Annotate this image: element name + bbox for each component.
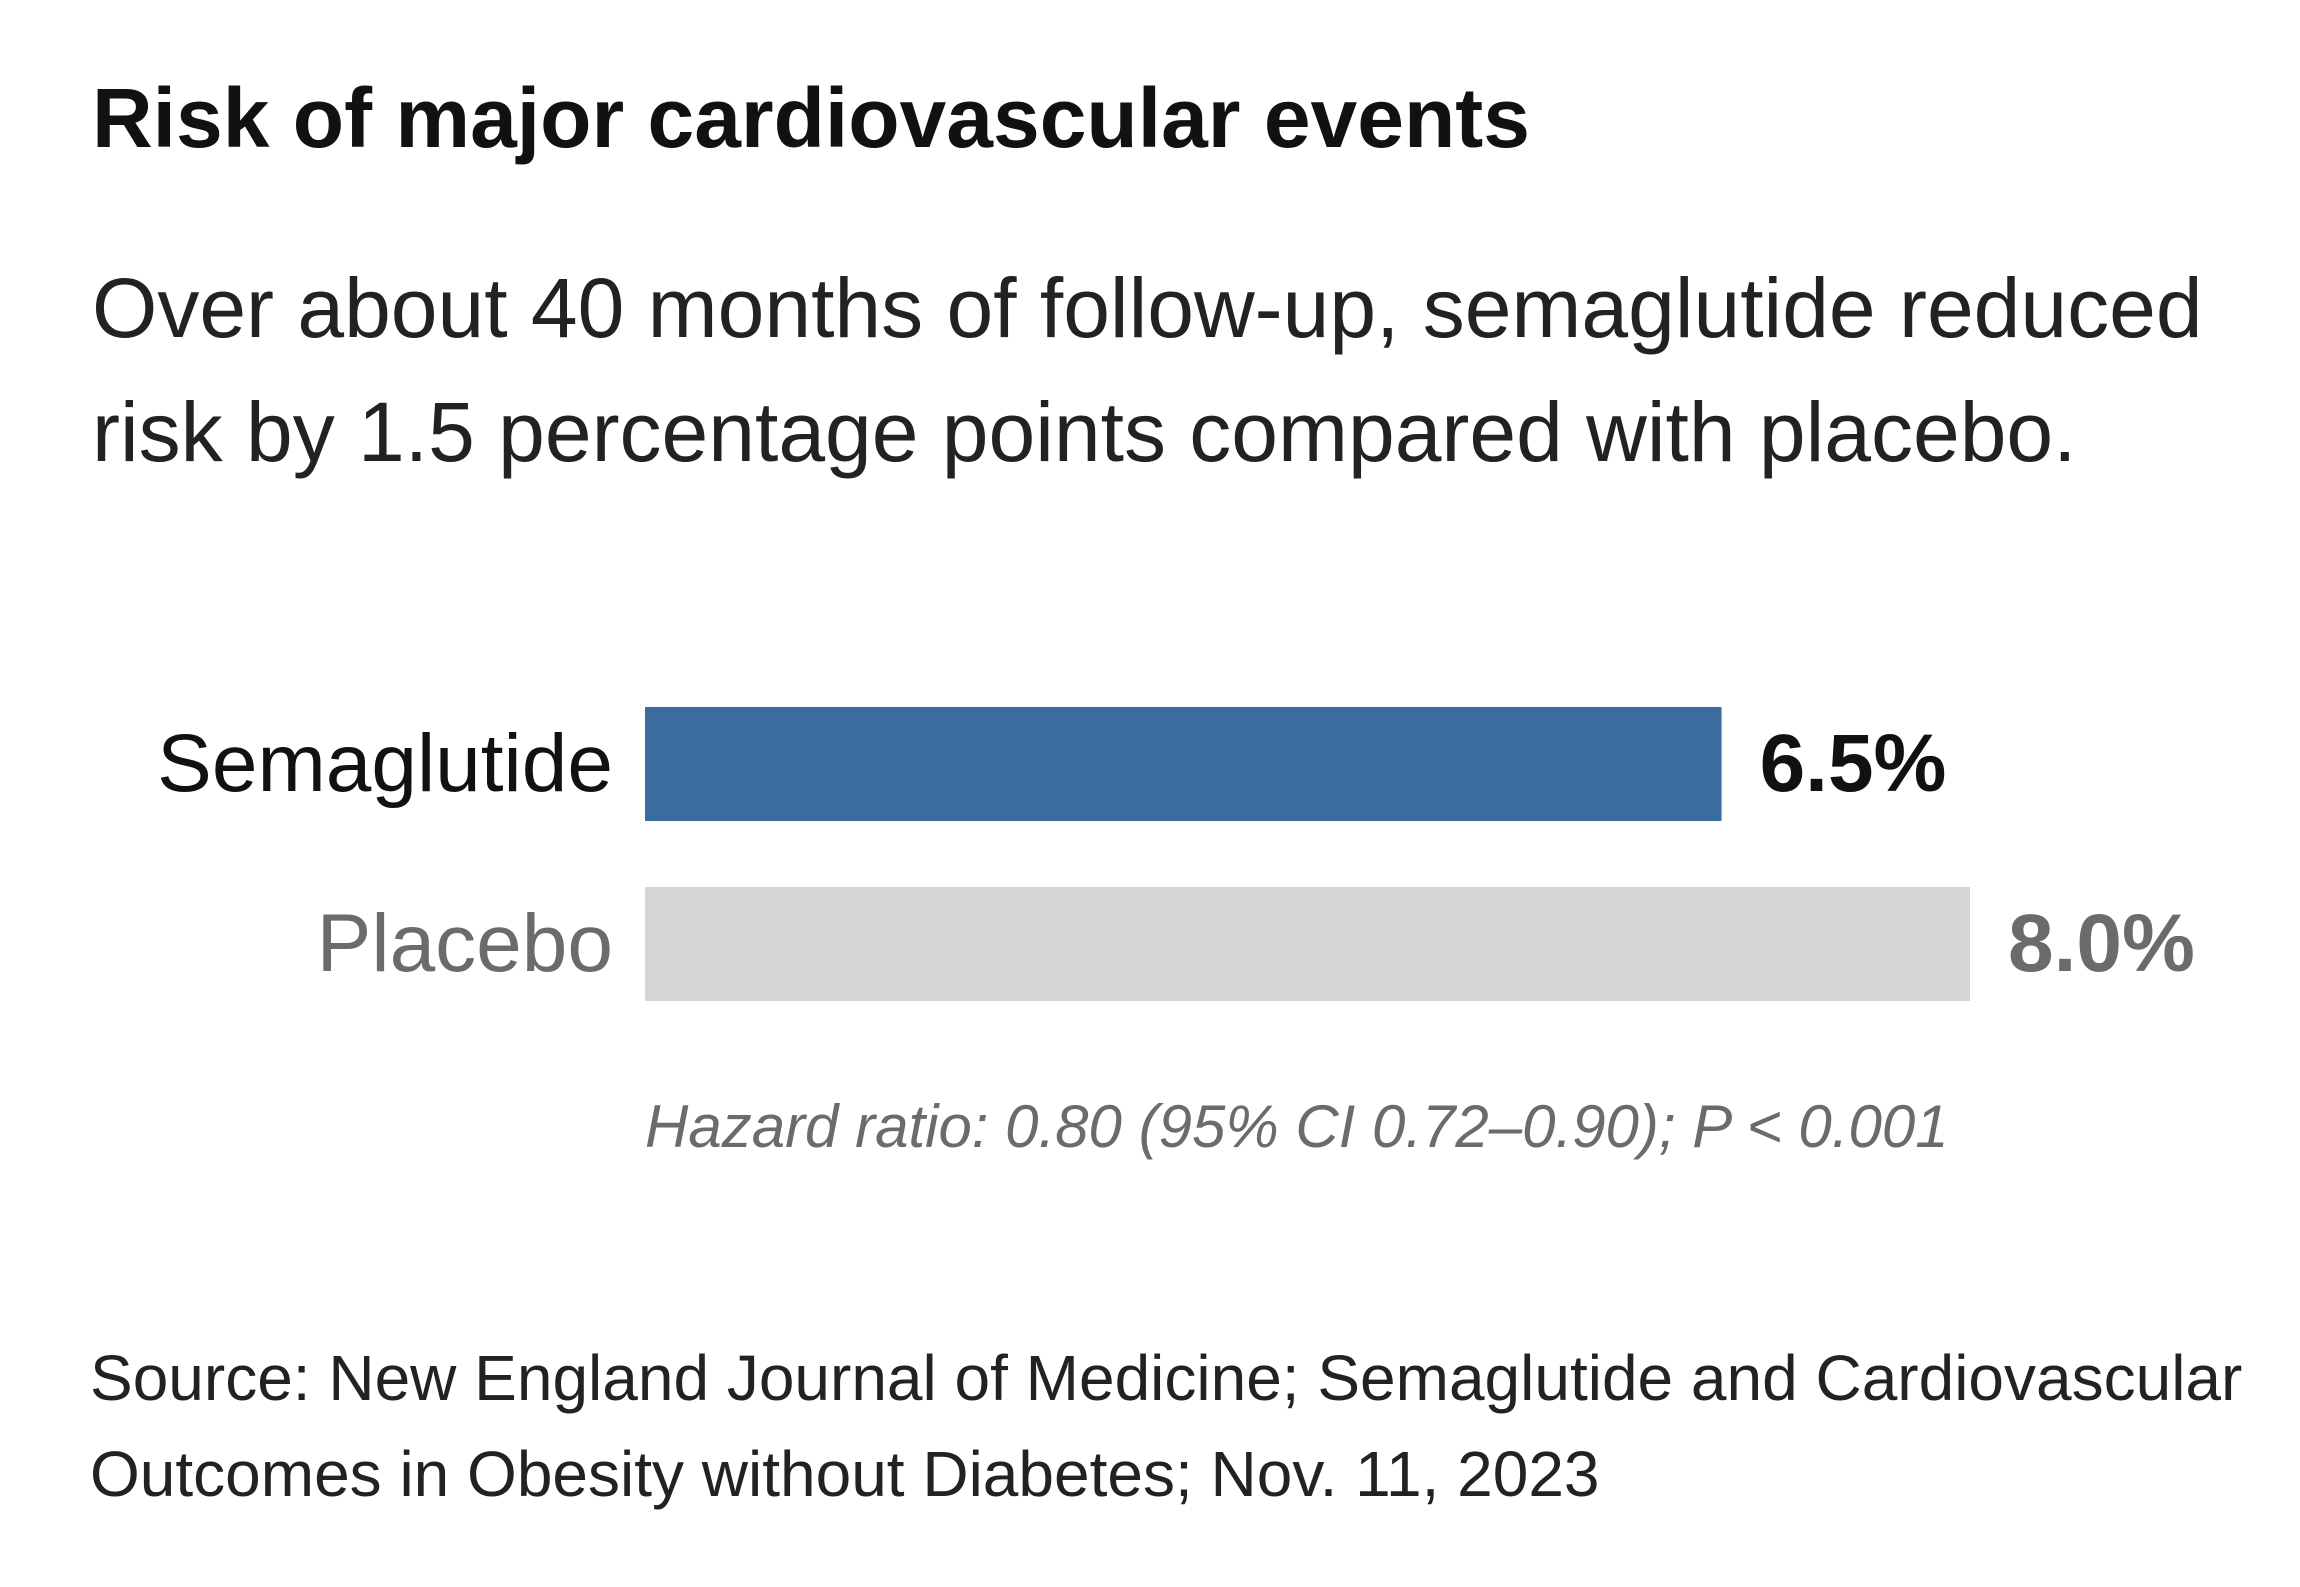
category-label-semaglutide: Semaglutide <box>157 718 613 809</box>
value-label-semaglutide: 6.5% <box>1760 718 1947 809</box>
bar-semaglutide <box>645 707 1722 821</box>
category-label-placebo: Placebo <box>317 898 613 989</box>
value-label-placebo: 8.0% <box>2008 898 2195 989</box>
bar-chart: Semaglutide 6.5% Placebo 8.0% Hazard ratio: … <box>157 707 2195 1160</box>
bar-placebo <box>645 887 1970 1001</box>
chart-title: Risk of major cardiovascular events <box>92 71 1530 165</box>
chart-subtitle: Over about 40 months of follow-up, semag… <box>92 261 2203 479</box>
source-note: Source: New England Journal of Medicine;… <box>90 1342 2243 1510</box>
hazard-ratio-note: Hazard ratio: 0.80 (95% CI 0.72–0.90); P… <box>645 1093 1949 1160</box>
